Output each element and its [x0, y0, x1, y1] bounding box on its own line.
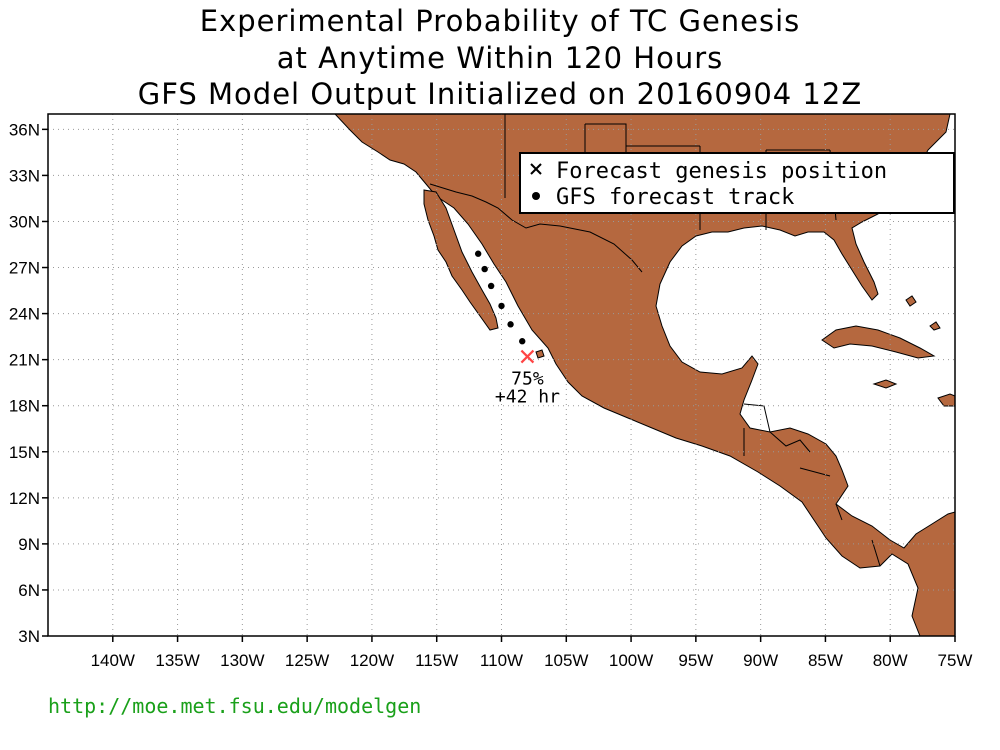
x-tick-label: 85W — [808, 651, 843, 670]
title-line-2: at Anytime Within 120 Hours — [276, 41, 724, 75]
landmass-jamaica — [872, 379, 898, 389]
genesis-x-mark-icon — [520, 349, 535, 364]
x-tick-label: 80W — [873, 651, 908, 670]
track-point — [498, 302, 505, 310]
y-tick-label: 36N — [9, 120, 40, 139]
legend-box — [519, 152, 955, 214]
x-tick-label: 100W — [609, 651, 653, 670]
title-line-1: Experimental Probability of TC Genesis — [199, 4, 801, 38]
landmass-baja — [423, 189, 499, 331]
y-tick-label: 9N — [18, 535, 40, 554]
y-tick-label: 15N — [9, 443, 40, 462]
x-tick-label: 120W — [350, 651, 394, 670]
land-layer — [333, 113, 956, 637]
source-url[interactable]: http://moe.met.fsu.edu/modelgen — [48, 694, 422, 718]
genesis-lead-time: +42 hr — [495, 387, 560, 408]
landmass-hispaniola — [937, 393, 956, 407]
track-point — [519, 338, 526, 345]
y-tick-label: 12N — [9, 489, 40, 508]
x-tick-label: 110W — [480, 651, 523, 670]
x-tick-label: 75W — [938, 651, 973, 670]
legend-x-mark-icon — [530, 163, 542, 175]
y-tick-label: 18N — [9, 397, 40, 416]
x-tick-label: 90W — [743, 651, 778, 670]
track-point — [481, 265, 488, 273]
track-point — [487, 282, 495, 290]
y-tick-label: 33N — [9, 166, 40, 185]
y-tick-label: 21N — [9, 351, 40, 370]
x-tick-label: 125W — [285, 651, 329, 670]
track-point — [507, 321, 514, 328]
x-tick-label: 140W — [91, 651, 135, 670]
legend-dot-icon — [532, 192, 540, 200]
title-line-3: GFS Model Output Initialized on 20160904… — [137, 77, 863, 111]
legend-track-label: GFS forecast track — [556, 185, 794, 210]
landmass-americas — [333, 113, 956, 637]
legend-genesis-label: Forecast genesis position — [556, 159, 887, 184]
x-tick-label: 115W — [415, 651, 458, 670]
landmass-islas-marias — [535, 349, 545, 359]
y-tick-label: 6N — [18, 581, 40, 600]
y-tick-label: 27N — [9, 259, 40, 278]
track-point — [474, 250, 482, 257]
x-tick-label: 105W — [544, 651, 588, 670]
genesis-probability: 75% — [511, 369, 544, 390]
x-tick-label: 135W — [155, 651, 199, 670]
x-tick-label: 95W — [678, 651, 713, 670]
landmass-cuba — [821, 325, 936, 359]
x-tick-label: 130W — [220, 651, 264, 670]
y-tick-label: 3N — [18, 627, 40, 646]
y-tick-label: 24N — [9, 305, 40, 324]
y-tick-label: 30N — [9, 212, 40, 231]
landmass-bahamas — [905, 295, 941, 331]
